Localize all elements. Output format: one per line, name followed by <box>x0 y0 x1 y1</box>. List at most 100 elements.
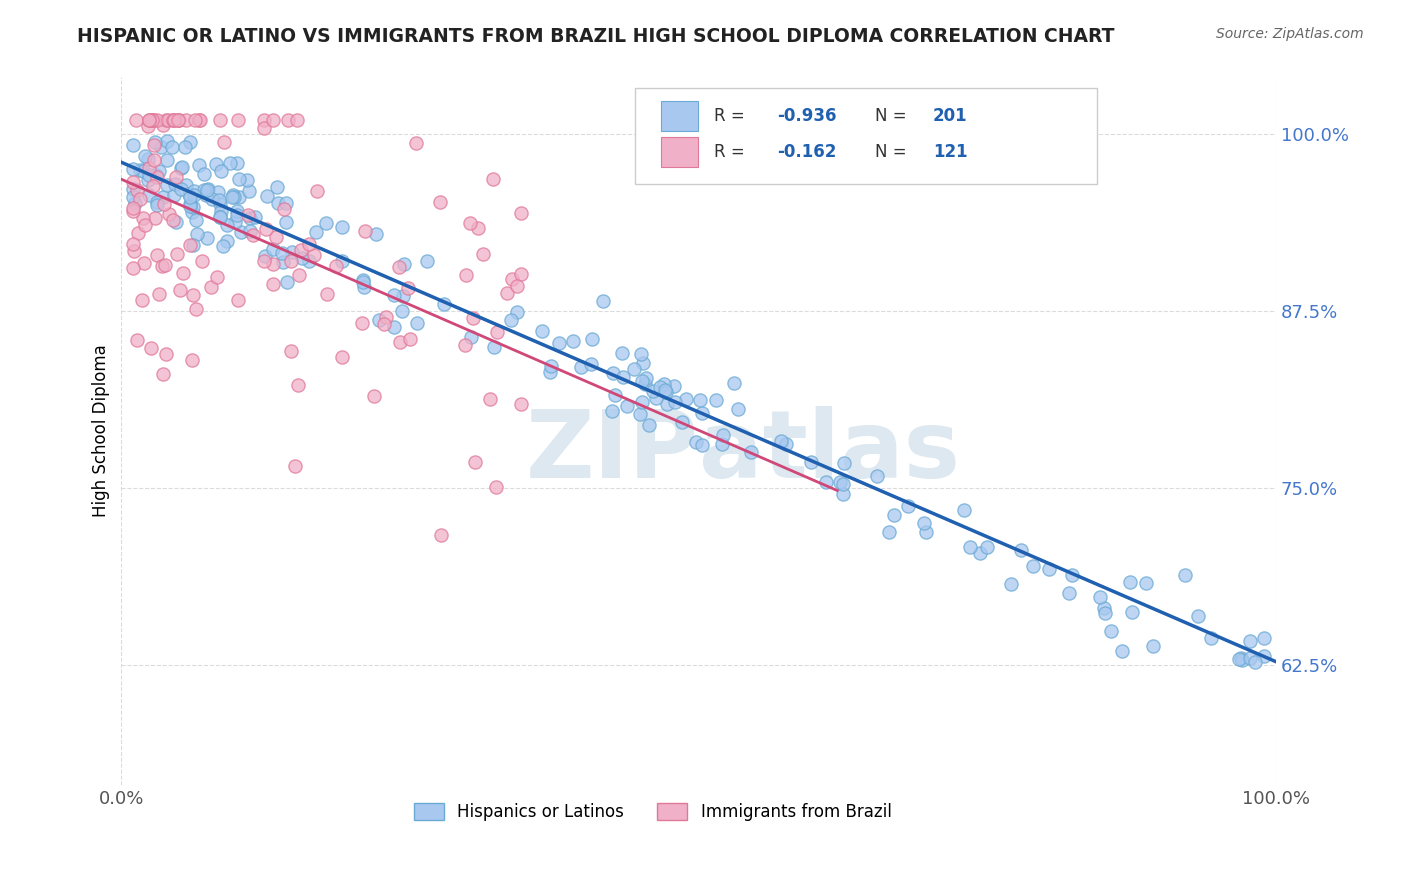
Point <box>1135 575 1157 590</box>
Point <box>506 305 529 319</box>
Point <box>239 211 262 225</box>
Point <box>631 355 654 369</box>
Point <box>501 312 523 326</box>
Point <box>163 112 186 127</box>
Point <box>131 293 153 307</box>
Point <box>226 293 249 307</box>
Point <box>122 175 145 189</box>
Text: atlas: atlas <box>699 407 960 499</box>
Point <box>1121 605 1143 619</box>
Point <box>193 167 215 181</box>
Point <box>166 247 188 261</box>
Point <box>828 475 851 489</box>
Point <box>201 192 224 206</box>
Point <box>592 294 614 309</box>
Point <box>181 288 204 302</box>
Point <box>1187 608 1209 623</box>
FancyBboxPatch shape <box>636 88 1097 184</box>
Point <box>169 112 191 127</box>
Point <box>236 172 259 186</box>
Point <box>262 242 284 256</box>
Point <box>353 280 375 294</box>
Point <box>139 112 162 127</box>
Point <box>243 210 266 224</box>
Point <box>350 317 373 331</box>
Point <box>141 112 163 127</box>
Point <box>392 256 415 270</box>
Point <box>330 219 353 234</box>
Point <box>205 269 228 284</box>
Point <box>501 272 523 286</box>
Point <box>685 435 707 450</box>
Point <box>226 112 249 127</box>
Point <box>228 171 250 186</box>
Point <box>125 112 148 127</box>
Point <box>122 204 145 219</box>
Point <box>276 275 298 289</box>
Point <box>122 190 145 204</box>
Point <box>170 160 193 174</box>
Point <box>183 184 205 198</box>
Point <box>976 540 998 554</box>
Point <box>262 112 284 127</box>
Point <box>1253 648 1275 663</box>
Text: -0.162: -0.162 <box>778 143 837 161</box>
Point <box>157 206 180 220</box>
Point <box>229 225 252 239</box>
Point <box>146 197 169 211</box>
Text: N =: N = <box>876 107 912 126</box>
Point <box>602 404 624 418</box>
Point <box>184 112 207 127</box>
Point <box>219 155 242 169</box>
Point <box>1094 601 1116 615</box>
Point <box>897 499 920 513</box>
Point <box>138 112 160 127</box>
Point <box>136 173 159 187</box>
Point <box>222 190 245 204</box>
Point <box>297 253 319 268</box>
Point <box>195 184 218 198</box>
Point <box>416 253 439 268</box>
Point <box>221 190 243 204</box>
Point <box>392 289 415 303</box>
Text: R =: R = <box>714 143 749 161</box>
Point <box>662 379 685 393</box>
Point <box>471 247 494 261</box>
Point <box>396 281 419 295</box>
Point <box>270 246 292 260</box>
Point <box>179 237 201 252</box>
Point <box>277 112 299 127</box>
Point <box>172 266 194 280</box>
Point <box>375 310 398 324</box>
Point <box>239 224 262 238</box>
Point <box>163 177 186 191</box>
Point <box>616 399 638 413</box>
Point <box>264 230 287 244</box>
Point <box>496 285 519 300</box>
Point <box>690 405 713 419</box>
Point <box>636 371 658 385</box>
Point <box>174 178 197 193</box>
Point <box>167 112 190 127</box>
Point <box>141 112 163 127</box>
Point <box>122 201 145 215</box>
Point <box>315 216 337 230</box>
Point <box>384 320 406 334</box>
Point <box>562 334 585 348</box>
Point <box>959 541 981 555</box>
Point <box>127 226 149 240</box>
Point <box>226 203 249 218</box>
Point <box>654 377 676 392</box>
Point <box>156 134 179 148</box>
Point <box>157 112 180 127</box>
Point <box>1174 568 1197 582</box>
Point <box>266 180 288 194</box>
Point <box>1111 644 1133 658</box>
Point <box>142 179 165 194</box>
Point <box>399 332 422 346</box>
Point <box>274 215 297 229</box>
Point <box>276 196 298 211</box>
Point <box>388 335 411 350</box>
Point <box>405 136 427 151</box>
Point <box>138 112 160 127</box>
